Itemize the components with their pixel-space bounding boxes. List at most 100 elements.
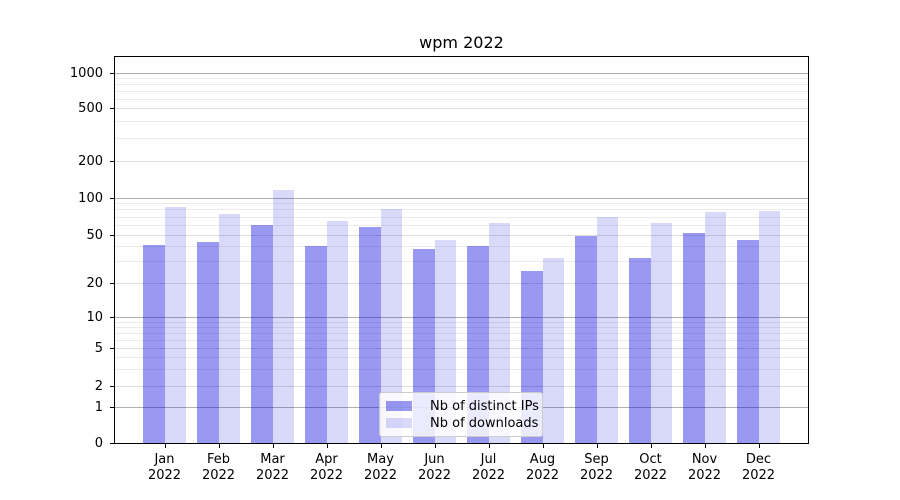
y-minor-gridline: [115, 339, 808, 341]
y-minor-gridline: [115, 98, 808, 100]
bar-downloads: [596, 217, 618, 443]
y-minor-gridline: [115, 84, 808, 86]
y-gridline: [115, 234, 808, 236]
x-tick-mark: [218, 444, 220, 448]
bar-downloads: [758, 210, 780, 443]
y-tick-label: 5: [94, 341, 103, 356]
y-tick-label: 0: [94, 436, 103, 451]
y-minor-gridline: [115, 91, 808, 92]
y-minor-gridline: [115, 261, 808, 263]
x-tick-label: Jul 2022: [471, 452, 506, 483]
y-tick-mark: [110, 386, 114, 387]
y-tick-label: 200: [78, 154, 103, 169]
y-tick-mark: [110, 161, 114, 162]
x-tick-mark: [272, 444, 274, 448]
y-major-gridline: [115, 73, 808, 74]
y-gridline: [115, 386, 808, 387]
legend-swatch-downloads: [386, 418, 412, 428]
y-minor-gridline: [115, 120, 808, 122]
x-tick-label: Jan 2022: [147, 452, 182, 483]
bar-distinct-ips: [575, 235, 597, 443]
x-tick-label: Aug 2022: [525, 452, 560, 483]
y-major-gridline: [115, 317, 808, 318]
y-minor-gridline: [115, 357, 808, 359]
x-tick-mark: [596, 444, 598, 448]
y-tick-label: 20: [86, 275, 103, 291]
chart-title: wpm 2022: [419, 33, 504, 52]
y-tick-mark: [110, 348, 114, 349]
x-tick-mark: [434, 444, 436, 448]
y-minor-gridline: [115, 326, 808, 328]
bar-distinct-ips: [683, 233, 705, 443]
x-tick-mark: [542, 444, 544, 448]
y-minor-gridline: [115, 246, 808, 248]
bar-distinct-ips: [737, 240, 759, 443]
y-minor-gridline: [115, 332, 808, 334]
legend-swatch-distinct-ips: [386, 401, 412, 411]
y-tick-label: 1: [94, 400, 103, 415]
legend-label: Nb of downloads: [430, 415, 539, 431]
bar-distinct-ips: [305, 246, 327, 443]
bar-downloads: [272, 190, 294, 443]
y-gridline: [115, 348, 808, 349]
x-tick-mark: [650, 444, 652, 448]
legend-label: Nb of distinct IPs: [430, 398, 539, 414]
bar-downloads: [542, 257, 564, 443]
bar-downloads: [704, 212, 726, 443]
x-tick-mark: [380, 444, 382, 448]
bar-downloads: [488, 223, 510, 443]
x-tick-label: Jun 2022: [417, 452, 452, 483]
x-tick-mark: [704, 444, 706, 448]
y-minor-gridline: [115, 137, 808, 139]
y-tick-mark: [110, 407, 114, 408]
y-major-gridline: [115, 197, 808, 199]
bar-distinct-ips: [143, 244, 165, 443]
y-minor-gridline: [115, 321, 808, 323]
y-tick-mark: [110, 282, 114, 284]
y-minor-gridline: [115, 78, 808, 80]
y-minor-gridline: [115, 216, 808, 218]
y-tick-label: 10: [86, 310, 103, 325]
y-minor-gridline: [115, 369, 808, 371]
x-tick-label: Nov 2022: [687, 452, 722, 483]
x-tick-label: Dec 2022: [741, 452, 776, 483]
y-minor-gridline: [115, 209, 808, 211]
x-tick-label: May 2022: [363, 452, 398, 483]
bar-distinct-ips: [197, 242, 219, 443]
y-tick-mark: [110, 443, 114, 444]
y-tick-label: 50: [86, 227, 103, 243]
plot-area: wpm 2022 0 1 2 5 10 20 50 100 200 500 1000 Jan 2022 F…: [70, 34, 809, 483]
y-minor-gridline: [115, 224, 808, 226]
y-tick-label: 100: [78, 190, 103, 206]
x-tick-label: Apr 2022: [309, 452, 344, 483]
y-tick-mark: [110, 108, 114, 109]
legend-row: Nb of downloads: [386, 415, 539, 431]
x-tick-mark: [164, 444, 166, 448]
bar-distinct-ips: [359, 226, 381, 443]
bar-downloads: [164, 207, 186, 443]
bar-downloads: [650, 223, 672, 443]
bar-downloads: [218, 214, 240, 443]
legend: Nb of distinct IPs Nb of downloads: [379, 392, 543, 437]
y-minor-gridline: [115, 203, 808, 205]
bar-distinct-ips: [251, 224, 273, 443]
y-gridline: [115, 161, 808, 162]
y-gridline: [115, 108, 808, 109]
x-tick-mark: [488, 444, 490, 448]
y-tick-mark: [110, 73, 114, 74]
y-tick-label: 500: [78, 101, 103, 116]
x-tick-mark: [758, 444, 760, 448]
bar-downloads: [380, 209, 402, 443]
y-tick-mark: [110, 197, 114, 199]
x-tick-mark: [326, 444, 328, 448]
x-tick-label: Feb 2022: [201, 452, 236, 483]
x-tick-label: Mar 2022: [255, 452, 290, 483]
y-tick-label: 2: [94, 379, 103, 394]
bar-downloads: [326, 221, 348, 443]
y-gridline: [115, 282, 808, 284]
x-tick-label: Sep 2022: [579, 452, 614, 483]
y-tick-mark: [110, 234, 114, 236]
bar-distinct-ips: [629, 257, 651, 443]
x-tick-label: Oct 2022: [633, 452, 668, 483]
